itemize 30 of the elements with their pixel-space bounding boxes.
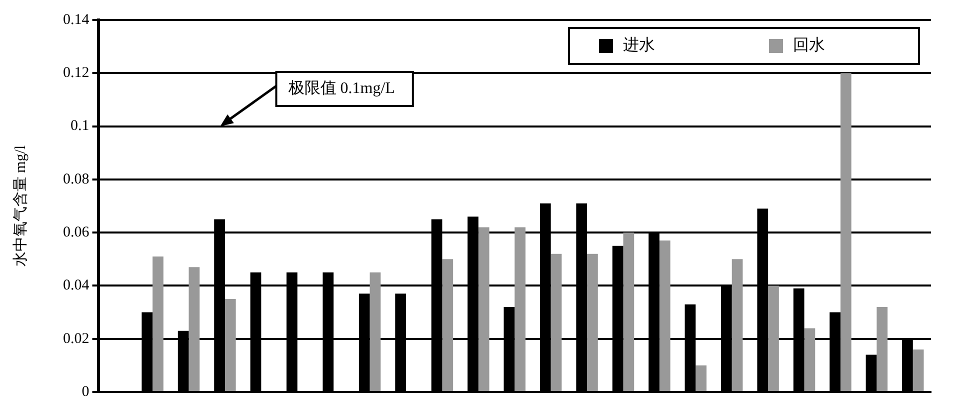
legend-label: 回水 — [793, 36, 825, 54]
annotation: 极限值 0.1mg/L — [287, 80, 395, 98]
bar — [696, 365, 707, 391]
y-tick-label: 0.08 — [63, 171, 90, 188]
y-tick-label: 0.14 — [63, 12, 90, 28]
bar — [840, 73, 852, 391]
bar — [732, 259, 743, 391]
bar — [478, 227, 490, 391]
y-tick-label: 0.04 — [63, 278, 90, 294]
y-tick-label: 0.1 — [70, 118, 90, 134]
bar — [550, 254, 562, 391]
y-tick-label: 0.06 — [63, 224, 90, 241]
bar — [876, 306, 888, 391]
bar — [370, 272, 381, 391]
y-tick-label: 0.12 — [63, 65, 90, 82]
bar — [912, 349, 924, 391]
bar — [623, 232, 634, 391]
bar — [188, 267, 200, 391]
bar — [659, 240, 670, 391]
bar — [224, 299, 236, 391]
bar — [768, 286, 779, 391]
bar — [152, 256, 164, 391]
bar — [514, 227, 526, 391]
bar — [442, 259, 454, 391]
bar — [804, 328, 816, 391]
bar — [587, 254, 598, 391]
y-tick-label: 0 — [82, 384, 90, 400]
y-axis-title: 水中氧气含量 mg/l — [12, 145, 29, 267]
y-tick-label: 0.02 — [63, 330, 90, 347]
legend-label: 进水 — [623, 36, 655, 54]
